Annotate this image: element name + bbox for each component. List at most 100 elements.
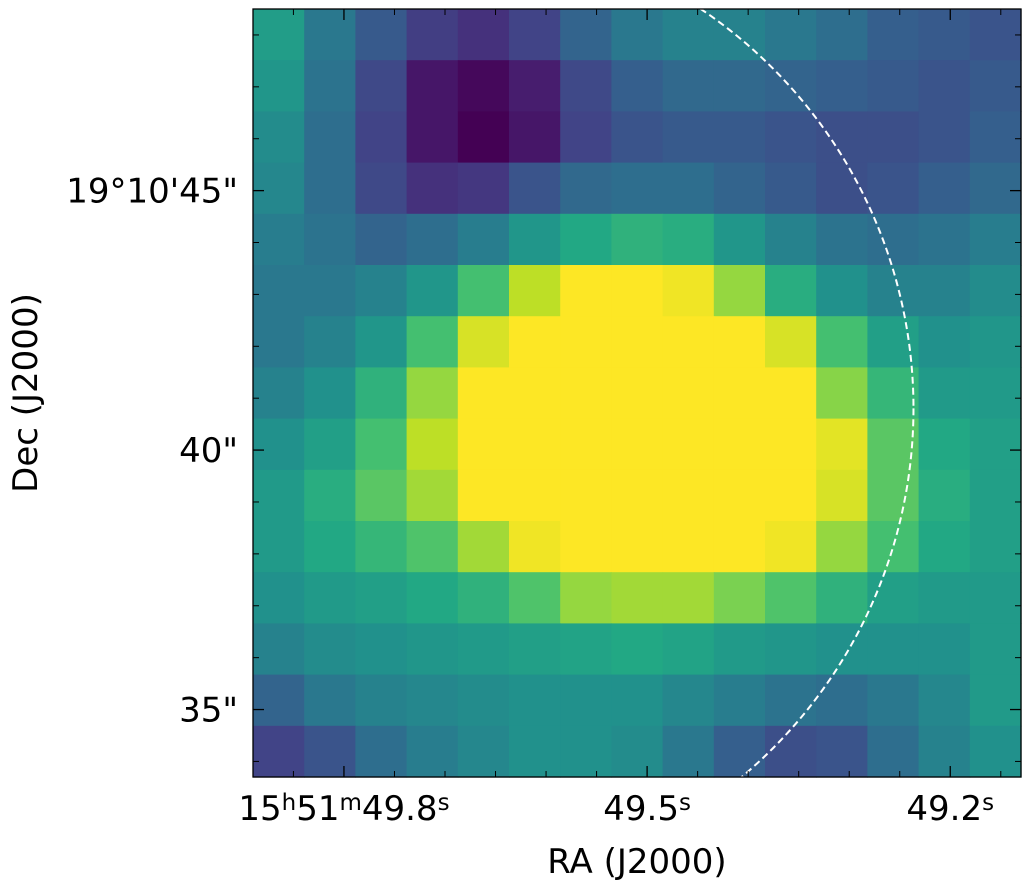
heatmap-cell (253, 418, 305, 471)
heatmap-cell (457, 213, 510, 266)
heatmap-cell (969, 418, 1022, 471)
beam-circle (0, 0, 913, 890)
heatmap-cell (560, 572, 612, 624)
heatmap-cell (304, 674, 356, 727)
heatmap-cell (765, 725, 817, 778)
heatmap-cell (713, 60, 766, 112)
heatmap-cell (406, 521, 459, 573)
heatmap-cell (611, 316, 664, 368)
heatmap-cell (509, 469, 561, 522)
y-tick-label: 40" (179, 431, 238, 471)
heatmap-cell (304, 111, 356, 164)
heatmap-cell (560, 111, 612, 164)
heatmap-cell (509, 674, 561, 727)
heatmap-cell (406, 469, 459, 522)
x-axis-label: RA (J2000) (547, 842, 726, 882)
heatmap-cell (765, 367, 817, 420)
heatmap-cell (560, 521, 612, 573)
heatmap-cell (355, 521, 408, 573)
x-tick-label: 49.2s (906, 789, 994, 829)
heatmap-cell (406, 572, 459, 624)
heatmap-cell (867, 572, 920, 624)
heatmap-cell (918, 418, 971, 471)
heatmap-cell (867, 162, 920, 215)
heatmap-cell (918, 60, 971, 112)
heatmap-cell (918, 316, 971, 368)
heatmap-cell (611, 674, 664, 727)
heatmap-cell (509, 623, 561, 676)
heatmap-cell (662, 418, 715, 471)
heatmap-cell (560, 725, 612, 778)
heatmap-cell (918, 367, 971, 420)
heatmap-cell (969, 725, 1022, 778)
heatmap-cell (713, 162, 766, 215)
heatmap-cell (816, 674, 868, 727)
heatmap-cell (560, 469, 612, 522)
heatmap-cell (560, 60, 612, 112)
heatmap-cell (611, 111, 664, 164)
heatmap-cell (662, 572, 715, 624)
heatmap-cell (304, 60, 356, 112)
heatmap-cell (304, 162, 356, 215)
heatmap-cell (509, 572, 561, 624)
heatmap-cell (969, 469, 1022, 522)
heatmap-cells (253, 9, 1022, 778)
heatmap-cell (867, 9, 920, 61)
heatmap-cell (457, 9, 510, 61)
heatmap-cell (816, 725, 868, 778)
heatmap-cell (253, 60, 305, 112)
heatmap-cell (816, 521, 868, 573)
heatmap-cell (816, 316, 868, 368)
heatmap-cell (304, 469, 356, 522)
heatmap-cell (713, 674, 766, 727)
heatmap-cell (560, 9, 612, 61)
heatmap-cell (662, 316, 715, 368)
heatmap-cell (611, 623, 664, 676)
heatmap-cell (509, 418, 561, 471)
heatmap-cell (509, 111, 561, 164)
heatmap-cell (611, 572, 664, 624)
heatmap-cell (662, 60, 715, 112)
heatmap-cell (867, 367, 920, 420)
heatmap-cell (355, 725, 408, 778)
heatmap-cell (969, 521, 1022, 573)
heatmap-cell (918, 162, 971, 215)
heatmap-cell (816, 9, 868, 61)
heatmap-cell (406, 367, 459, 420)
heatmap-cell (765, 674, 817, 727)
heatmap-cell (867, 521, 920, 573)
heatmap-cell (713, 521, 766, 573)
heatmap-cell (457, 521, 510, 573)
heatmap-cell (406, 623, 459, 676)
heatmap-cell (355, 469, 408, 522)
y-tick-labels: 19°10'45" 40" 35" (66, 172, 238, 731)
heatmap-cell (355, 623, 408, 676)
heatmap-cell (253, 316, 305, 368)
heatmap-cell (304, 367, 356, 420)
x-tick-labels: 15h51m49.8s 49.5s 49.2s (238, 789, 994, 829)
heatmap-cell (457, 60, 510, 112)
heatmap-cell (969, 623, 1022, 676)
heatmap-cell (662, 162, 715, 215)
heatmap-cell (253, 162, 305, 215)
heatmap-cell (457, 572, 510, 624)
heatmap-cell (969, 162, 1022, 215)
heatmap-cell (918, 572, 971, 624)
heatmap-cell (406, 725, 459, 778)
heatmap-cell (406, 60, 459, 112)
x-tick-label: 15h51m49.8s (238, 789, 449, 829)
heatmap-cell (867, 674, 920, 727)
heatmap-cell (355, 316, 408, 368)
heatmap-cell (355, 572, 408, 624)
heatmap-cell (611, 265, 664, 317)
heatmap-cell (713, 725, 766, 778)
y-axis-label: Dec (J2000) (6, 293, 46, 493)
heatmap-cell (457, 418, 510, 471)
heatmap-cell (509, 725, 561, 778)
heatmap-cell (253, 572, 305, 624)
heatmap-cell (457, 111, 510, 164)
heatmap-cell (611, 367, 664, 420)
heatmap-cell (713, 572, 766, 624)
heatmap-cell (867, 60, 920, 112)
